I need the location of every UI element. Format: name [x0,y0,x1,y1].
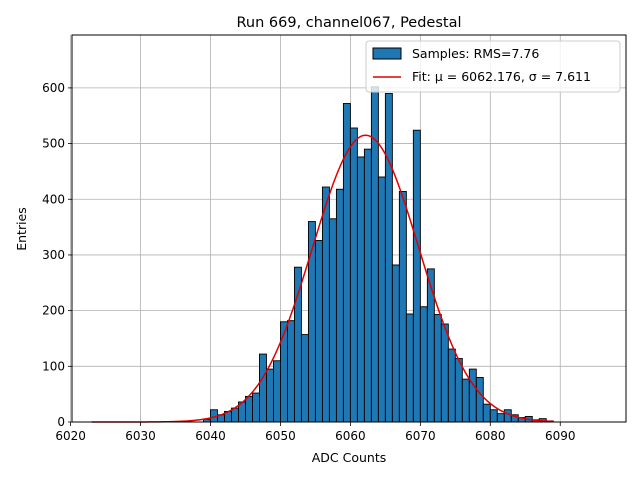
histogram-bar [475,377,484,423]
histogram-bar [349,127,358,423]
histogram-bar [328,218,337,423]
y-tick-label: 200 [42,304,65,318]
y-tick-label: 500 [42,137,65,151]
histogram-bar [405,313,414,423]
histogram-bar [468,368,477,423]
histogram-bar [433,314,442,423]
histogram-bar [252,392,260,423]
histogram-bar [454,358,463,423]
histogram-bars [203,86,554,423]
histogram-bar [314,240,323,423]
histogram-bar [391,264,400,423]
histogram-bar [482,403,491,423]
y-axis-ticks: 0 100 200 300 400 500 600 [42,81,72,429]
histogram-bar [266,368,274,423]
histogram-bar [496,413,505,423]
y-tick-label: 600 [42,81,65,95]
x-tick-label: 6090 [545,429,576,443]
histogram-bar [286,320,295,423]
y-axis-label: Entries [14,207,29,251]
histogram-bar [300,334,309,423]
histogram-bar [419,306,428,423]
histogram-bar [321,186,330,423]
x-tick-label: 6040 [195,429,226,443]
x-tick-label: 6080 [475,429,506,443]
histogram-bar [273,360,281,423]
histogram-bar [489,409,498,423]
x-tick-label: 6070 [405,429,436,443]
histogram-bar [363,148,372,423]
histogram-bar [503,409,512,423]
histogram-bar [356,156,365,423]
histogram-bar [440,323,449,423]
chart-title: Run 669, channel067, Pedestal [236,15,461,31]
histogram-bar [461,378,470,423]
legend-box [365,40,621,93]
histogram-bar [398,191,407,423]
histogram-bar [293,266,302,423]
x-tick-label: 6020 [55,429,86,443]
histogram-bar [384,93,393,423]
legend: Samples: RMS=7.76 Fit: μ = 6062.176, σ =… [365,40,621,93]
plot-frame [71,34,627,423]
legend-histogram-label: Samples: RMS=7.76 [412,46,539,61]
y-tick-label: 400 [42,192,65,206]
y-tick-label: 100 [42,359,65,373]
histogram-bar [377,176,386,423]
histogram-bar [447,348,456,423]
histogram-bar [335,188,344,423]
histogram-bar [259,353,267,423]
x-tick-label: 6050 [265,429,296,443]
x-tick-label: 6060 [335,429,366,443]
x-axis-label: ADC Counts [312,450,387,465]
legend-histogram-swatch [372,47,402,60]
histogram-bar [279,321,288,423]
x-tick-label: 6030 [125,429,156,443]
legend-fit-label: Fit: μ = 6062.176, σ = 7.611 [412,69,591,84]
x-axis-ticks: 6020 6030 6040 6050 6060 6070 6080 6090 [55,422,576,443]
y-tick-label: 300 [42,248,65,262]
y-tick-label: 0 [57,415,65,429]
histogram-bar [245,395,253,423]
histogram-bar [412,129,421,423]
